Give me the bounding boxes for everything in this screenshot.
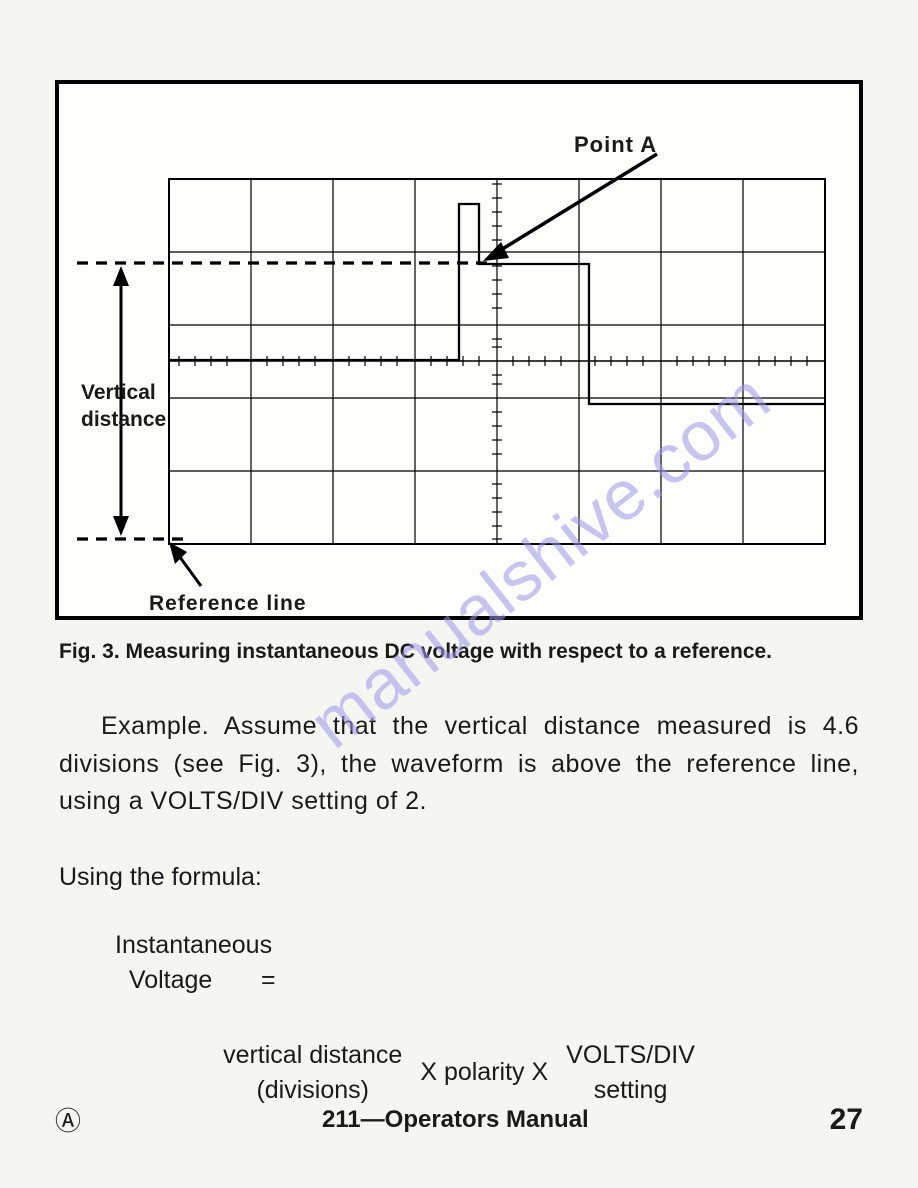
label-reference-line: Reference line bbox=[149, 592, 307, 616]
equals: = bbox=[261, 966, 276, 994]
footer-title: 211—Operators Manual bbox=[81, 1106, 830, 1134]
vertical-line1: Vertical bbox=[81, 381, 156, 404]
formula-lhs: Instantaneous Voltage = bbox=[55, 928, 863, 998]
figure-box: Point A Vertical distance Reference line bbox=[55, 80, 863, 620]
lhs-line2: Voltage bbox=[129, 966, 212, 994]
multiply-polarity: X polarity X bbox=[420, 1058, 548, 1087]
label-point-a: Point A bbox=[574, 132, 657, 158]
example-paragraph: Example. Assume that the vertical distan… bbox=[55, 708, 863, 821]
oscilloscope-diagram bbox=[59, 84, 859, 616]
page-number: 27 bbox=[830, 1103, 863, 1137]
term2-line2: setting bbox=[594, 1076, 668, 1104]
term2-line1: VOLTS/DIV bbox=[566, 1041, 695, 1069]
term1-line1: vertical distance bbox=[223, 1041, 402, 1069]
page-footer: Ⓐ 211—Operators Manual 27 bbox=[55, 1101, 863, 1138]
formula-rhs: vertical distance (divisions) X polarity… bbox=[55, 1038, 863, 1108]
figure-caption: Fig. 3. Measuring instantaneous DC volta… bbox=[55, 638, 863, 666]
term-vertical-distance: vertical distance (divisions) bbox=[223, 1038, 402, 1108]
vertical-line2: distance bbox=[81, 408, 166, 431]
term-volts-div: VOLTS/DIV setting bbox=[566, 1038, 695, 1108]
label-vertical-distance: Vertical distance bbox=[81, 379, 166, 434]
lhs-line1: Instantaneous bbox=[115, 931, 272, 959]
formula-intro: Using the formula: bbox=[55, 863, 863, 892]
footer-mark: Ⓐ bbox=[55, 1101, 81, 1138]
term1-line2: (divisions) bbox=[256, 1076, 369, 1104]
